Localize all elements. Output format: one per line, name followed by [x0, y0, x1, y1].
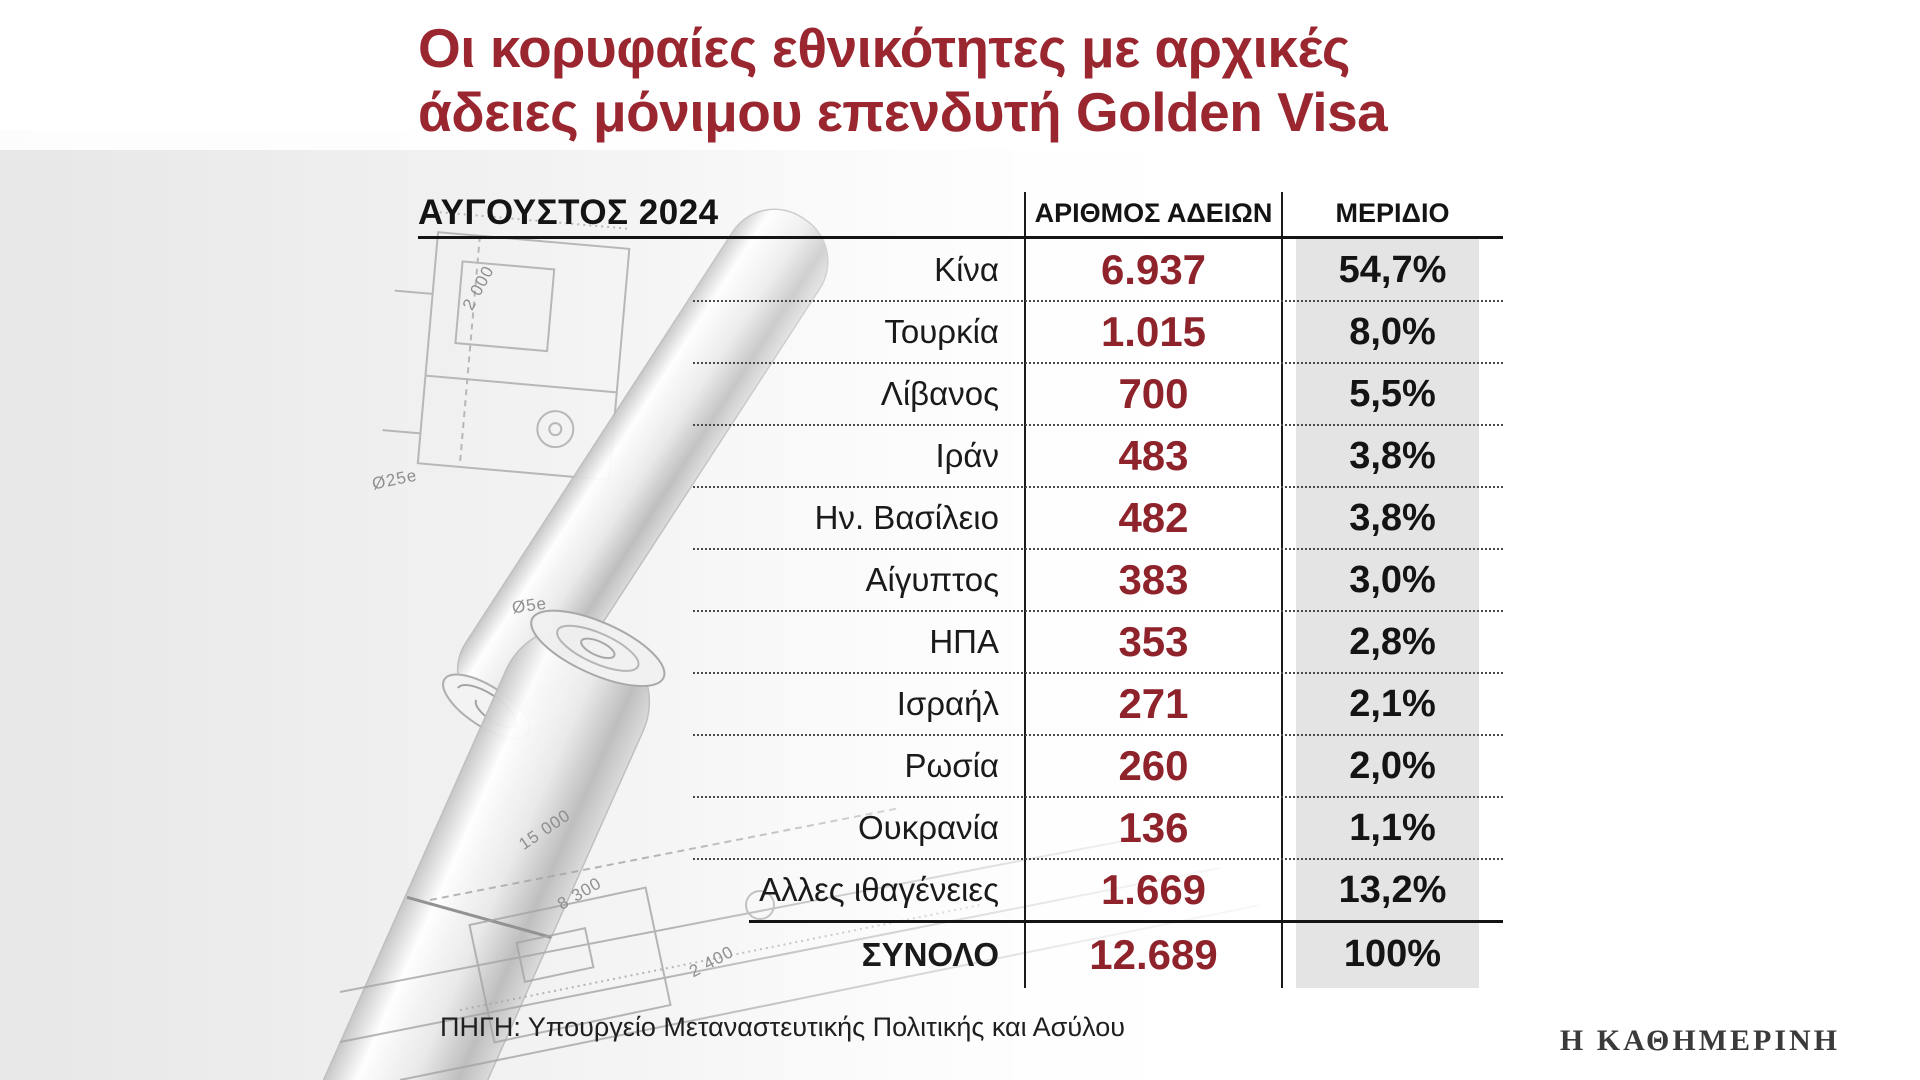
permits-value: 271: [1118, 680, 1189, 727]
table-row: Ουκρανία 136 1,1%: [418, 797, 1503, 860]
share-value: 13,2%: [1338, 868, 1447, 911]
country-label: Αίγυπτος: [865, 561, 999, 598]
country-label: Αλλες ιθαγένειες: [759, 871, 999, 908]
permits-value: 260: [1118, 742, 1189, 789]
permits-value: 383: [1118, 556, 1189, 603]
column-divider: [1281, 192, 1283, 988]
publisher-logo: Η ΚΑΘΗΜΕΡΙΝΗ: [1559, 1024, 1840, 1057]
share-value: 3,0%: [1349, 558, 1436, 601]
share-value: 5,5%: [1349, 372, 1436, 415]
permits-value: 1.015: [1100, 308, 1207, 355]
share-value: 3,8%: [1349, 434, 1436, 477]
country-label: Ισραήλ: [896, 685, 999, 722]
table-row: Ρωσία 260 2,0%: [418, 735, 1503, 798]
country-label: Κίνα: [934, 251, 999, 288]
title-line-1: Οι κορυφαίες εθνικότητες με αρχικές: [418, 17, 1350, 79]
share-value: 2,0%: [1349, 744, 1436, 787]
table-total-row: ΣΥΝΟΛΟ 12.689 100%: [418, 920, 1503, 988]
country-label: Λίβανος: [880, 375, 999, 412]
table-header: ΑΥΓΟΥΣΤΟΣ 2024 ΑΡΙΘΜΟΣ ΑΔΕΙΩΝ ΜΕΡΙΔΙΟ: [418, 190, 1503, 239]
share-value: 3,8%: [1349, 496, 1436, 539]
table-row: Ισραήλ 271 2,1%: [418, 673, 1503, 736]
permits-value: 136: [1118, 804, 1189, 851]
table-row: ΗΠΑ 353 2,8%: [418, 611, 1503, 674]
country-label: ΗΠΑ: [929, 623, 999, 660]
share-value: 54,7%: [1338, 248, 1447, 291]
title-line-2: άδειες μόνιμου επενδυτή Golden Visa: [418, 81, 1388, 144]
country-label: Ουκρανία: [858, 809, 999, 846]
share-value: 8,0%: [1349, 310, 1436, 353]
column-header-share: ΜΕΡΙΔΙΟ: [1335, 197, 1450, 228]
country-label: Ην. Βασίλειο: [814, 499, 999, 536]
country-label: Τουρκία: [884, 313, 999, 350]
share-value: 2,1%: [1349, 682, 1436, 725]
permits-value: 700: [1118, 370, 1189, 417]
period-label: ΑΥΓΟΥΣΤΟΣ 2024: [418, 193, 719, 232]
permits-value: 6.937: [1100, 246, 1207, 293]
table-row: Αίγυπτος 383 3,0%: [418, 549, 1503, 612]
permits-value: 353: [1118, 618, 1189, 665]
total-share-value: 100%: [1343, 933, 1442, 975]
permits-value: 483: [1118, 432, 1189, 479]
table-row: Κίνα 6.937 54,7%: [418, 239, 1503, 302]
share-value: 1,1%: [1349, 806, 1436, 849]
column-header-permits: ΑΡΙΘΜΟΣ ΑΔΕΙΩΝ: [1034, 197, 1273, 228]
chart-title: Οι κορυφαίες εθνικότητες με αρχικές άδει…: [418, 16, 1388, 145]
permits-value: 482: [1118, 494, 1189, 541]
source-note: ΠΗΓΗ: Υπουργείο Μεταναστευτικής Πολιτική…: [440, 1012, 1125, 1042]
column-divider: [1024, 192, 1026, 988]
table-body: Κίνα 6.937 54,7% Τουρκία 1.015 8,0% Λίβανος 700…: [418, 239, 1503, 921]
table-row: Λίβανος 700 5,5%: [418, 363, 1503, 426]
table-row: Αλλες ιθαγένειες 1.669 13,2%: [418, 859, 1503, 921]
share-value: 2,8%: [1349, 620, 1436, 663]
table-row: Ιράν 483 3,8%: [418, 425, 1503, 488]
total-permits-value: 12.689: [1089, 930, 1218, 978]
table-row: Τουρκία 1.015 8,0%: [418, 301, 1503, 364]
permits-value: 1.669: [1100, 866, 1207, 913]
country-label: Ρωσία: [904, 747, 999, 784]
country-label: Ιράν: [935, 437, 999, 474]
table-row: Ην. Βασίλειο 482 3,8%: [418, 487, 1503, 550]
golden-visa-table: ΑΥΓΟΥΣΤΟΣ 2024 ΑΡΙΘΜΟΣ ΑΔΕΙΩΝ ΜΕΡΙΔΙΟ Κί…: [418, 190, 1503, 988]
total-label: ΣΥΝΟΛΟ: [861, 935, 999, 973]
